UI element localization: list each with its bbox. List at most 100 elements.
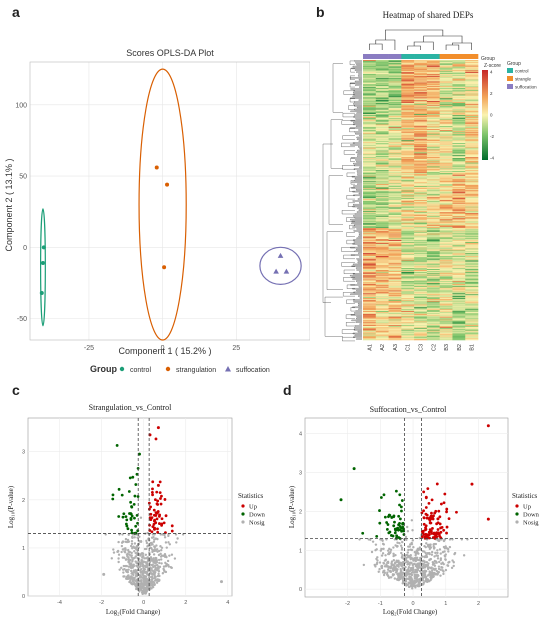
heatmap-cell bbox=[426, 96, 440, 98]
heatmap-cell bbox=[439, 224, 453, 226]
heatmap-cell bbox=[388, 234, 402, 236]
legend-strangulation-label: strangulation bbox=[176, 367, 216, 374]
heatmap-cell bbox=[388, 292, 402, 294]
heatmap-cell bbox=[465, 149, 479, 151]
nosig-point bbox=[444, 568, 448, 572]
heatmap-cell bbox=[388, 159, 402, 162]
heatmap-cell bbox=[401, 251, 415, 253]
heatmap-cell bbox=[465, 269, 479, 271]
heatmap-cell bbox=[439, 170, 453, 172]
heatmap-cell bbox=[439, 203, 453, 205]
heatmap-cell bbox=[375, 303, 389, 305]
heatmap-cell bbox=[426, 94, 440, 96]
nosig-point bbox=[404, 565, 407, 569]
nosig-point bbox=[131, 558, 134, 562]
heatmap-cell bbox=[401, 331, 415, 333]
heatmap-cell bbox=[452, 165, 466, 167]
up-point bbox=[424, 506, 428, 509]
heatmap-cell bbox=[465, 102, 479, 104]
heatmap-cell bbox=[426, 101, 440, 103]
heatmap-cell bbox=[401, 144, 415, 146]
heatmap-cell bbox=[375, 87, 389, 89]
heatmap-cell bbox=[426, 100, 440, 102]
heatmap-cell bbox=[465, 290, 479, 292]
heatmap-cell bbox=[363, 281, 377, 283]
heatmap-cell bbox=[414, 89, 428, 92]
heatmap-cell bbox=[465, 266, 479, 268]
heatmap-cell bbox=[452, 322, 466, 324]
heatmap-cell bbox=[465, 120, 479, 122]
heatmap-cell bbox=[452, 271, 466, 274]
heatmap-cell bbox=[452, 74, 466, 76]
heatmap-cell bbox=[401, 171, 415, 173]
heatmap-cell bbox=[363, 277, 377, 279]
heatmap-cell bbox=[439, 324, 453, 326]
heatmap-cell bbox=[465, 256, 479, 259]
heatmap-cell bbox=[363, 122, 377, 124]
heatmap-cell bbox=[375, 266, 389, 268]
heatmap-cell bbox=[452, 148, 466, 150]
heatmap-cell bbox=[388, 130, 402, 132]
nosig-point bbox=[443, 554, 446, 557]
heatmap-cell bbox=[439, 168, 453, 170]
heatmap-cell bbox=[465, 122, 479, 124]
heatmap-cell bbox=[401, 129, 415, 131]
heatmap-cell bbox=[414, 108, 428, 110]
heatmap-cell bbox=[452, 259, 466, 261]
heatmap-cell bbox=[363, 272, 377, 275]
heatmap-cell bbox=[439, 141, 453, 143]
heatmap-cell bbox=[414, 218, 428, 220]
nosig-point bbox=[138, 590, 141, 593]
nosig-point bbox=[408, 556, 411, 559]
heatmap-cell bbox=[388, 170, 402, 172]
heatmap-cell bbox=[465, 219, 479, 221]
heatmap-cell bbox=[465, 294, 479, 296]
heatmap-cell bbox=[375, 302, 389, 304]
heatmap-cell bbox=[452, 152, 466, 154]
heatmap-cell bbox=[439, 118, 453, 121]
heatmap-cell bbox=[375, 178, 389, 180]
heatmap-cell bbox=[414, 259, 428, 261]
nosig-point bbox=[123, 568, 126, 571]
heatmap-cell bbox=[388, 269, 402, 271]
heatmap-cell bbox=[401, 305, 415, 307]
heatmap-cell bbox=[439, 145, 453, 148]
heatmap-cell bbox=[439, 89, 453, 92]
heatmap-cell bbox=[426, 226, 440, 228]
heatmap-cell bbox=[401, 140, 415, 142]
heatmap-cell bbox=[414, 334, 428, 336]
heatmap-cell bbox=[439, 284, 453, 286]
heatmap-cell bbox=[426, 74, 440, 77]
heatmap-cell bbox=[452, 229, 466, 232]
heatmap-cell bbox=[414, 298, 428, 300]
heatmap-cell bbox=[414, 166, 428, 168]
heatmap-cell bbox=[426, 143, 440, 145]
heatmap-cell bbox=[363, 156, 377, 158]
heatmap-cell bbox=[414, 239, 428, 241]
heatmap-cell bbox=[452, 172, 466, 174]
nosig-point bbox=[386, 564, 389, 568]
heatmap-cell bbox=[414, 225, 428, 227]
heatmap-cell bbox=[401, 317, 415, 319]
nosig-point bbox=[414, 551, 417, 555]
heatmap-cell bbox=[401, 182, 415, 184]
heatmap-cell bbox=[363, 270, 377, 272]
heatmap-cell bbox=[401, 236, 415, 238]
heatmap-cell bbox=[439, 232, 453, 234]
heatmap-cell bbox=[401, 68, 415, 70]
heatmap-cell bbox=[452, 139, 466, 141]
y-tick-label: 3 bbox=[299, 470, 302, 476]
up-point bbox=[436, 528, 440, 531]
opls-xlabel: Component 1 ( 15.2% ) bbox=[118, 346, 211, 356]
heatmap-cell bbox=[401, 167, 415, 169]
heatmap-cell bbox=[452, 241, 466, 243]
up-point bbox=[439, 502, 443, 506]
heatmap-cell bbox=[452, 307, 466, 309]
heatmap-cell bbox=[363, 203, 377, 205]
heatmap-cell bbox=[465, 108, 479, 110]
nosig-point bbox=[131, 535, 134, 539]
volcano-c-thresholds bbox=[28, 418, 232, 596]
heatmap-cell bbox=[452, 291, 466, 293]
heatmap-cell bbox=[452, 227, 466, 229]
heatmap-cell bbox=[375, 239, 389, 241]
